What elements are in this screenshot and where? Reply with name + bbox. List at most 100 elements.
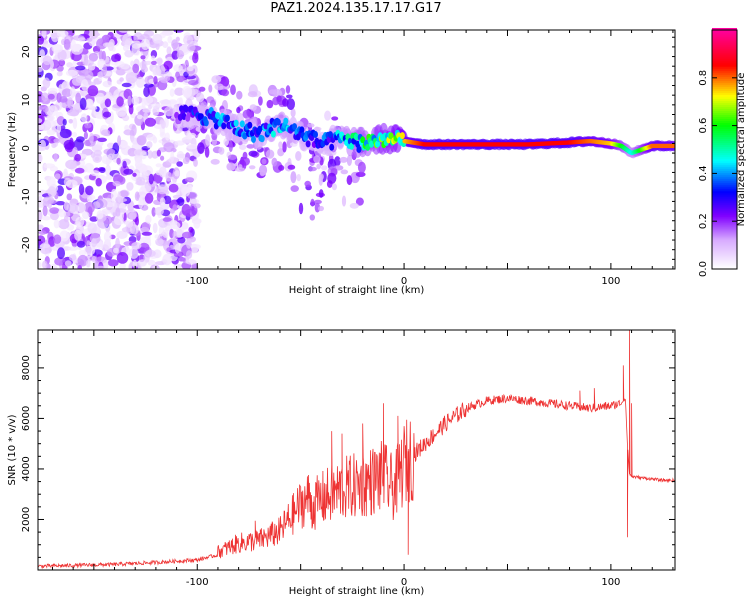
colorbar-segment <box>712 258 737 262</box>
heatmap-cell <box>107 41 114 51</box>
heatmap-cell <box>125 71 138 84</box>
heatmap-cell <box>136 114 143 120</box>
colorbar-segment <box>712 44 737 47</box>
heatmap-cell <box>42 43 54 48</box>
heatmap-cell <box>375 140 381 148</box>
heatmap-cell <box>56 30 69 38</box>
heatmap-cell <box>53 153 58 162</box>
heatmap-cell <box>176 228 184 238</box>
colorbar-segment <box>712 96 737 99</box>
colorbar-segment <box>712 98 737 101</box>
heatmap-cell <box>236 106 241 114</box>
heatmap-cell <box>140 55 146 60</box>
colorbar-tick-label: 0.8 <box>698 70 709 86</box>
colorbar-segment <box>712 152 737 156</box>
heatmap-cell <box>123 168 134 175</box>
colorbar-segment <box>712 254 737 258</box>
heatmap-cell <box>89 216 99 222</box>
colorbar-segment <box>712 156 737 160</box>
colorbar-segment <box>712 134 737 138</box>
heatmap-cell <box>118 111 127 116</box>
colorbar-segment <box>712 106 737 109</box>
heatmap-cell <box>177 236 186 244</box>
heatmap-cell <box>57 49 67 61</box>
colorbar-segment <box>712 40 737 43</box>
colorbar-segment <box>712 150 737 154</box>
heatmap-cell <box>38 230 47 235</box>
heatmap-cell <box>102 80 113 88</box>
colorbar-segment <box>712 60 737 63</box>
y-tick-label: -10 <box>21 188 32 204</box>
heatmap-cell <box>242 132 248 140</box>
heatmap-cell <box>83 131 88 140</box>
heatmap-cell <box>136 135 147 146</box>
heatmap-cell <box>133 148 143 157</box>
heatmap-cell <box>307 166 317 172</box>
heatmap-cell <box>115 237 120 250</box>
heatmap-cell <box>111 54 121 63</box>
heatmap-cell <box>290 108 296 118</box>
x-tick-label: -100 <box>186 276 209 287</box>
heatmap-cell <box>102 111 112 118</box>
heatmap-cell <box>66 62 73 68</box>
heatmap-cell <box>171 39 179 50</box>
heatmap-cell <box>117 191 122 203</box>
heatmap-cell <box>131 43 140 56</box>
heatmap-cell <box>119 140 128 149</box>
heatmap-cell <box>63 168 68 178</box>
heatmap-cell <box>86 98 94 109</box>
heatmap-cell <box>355 197 364 206</box>
colorbar-segment <box>712 78 737 81</box>
heatmap-cell <box>286 94 293 99</box>
heatmap-cell <box>46 114 55 122</box>
heatmap-cell <box>197 142 205 154</box>
colorbar-segment <box>712 164 737 168</box>
heatmap-cell <box>112 180 121 187</box>
heatmap-cell <box>169 88 175 97</box>
heatmap-cell <box>80 113 88 123</box>
heatmap-cell <box>181 257 186 263</box>
heatmap-cell <box>88 52 99 62</box>
colorbar-segment <box>712 238 737 242</box>
heatmap-cell <box>118 30 131 33</box>
heatmap-cell <box>147 150 153 159</box>
heatmap-cell <box>327 131 333 139</box>
colorbar-segment <box>712 166 737 170</box>
heatmap-cell <box>236 90 243 100</box>
heatmap-cell <box>155 238 164 246</box>
heatmap-cell <box>42 201 49 208</box>
heatmap-cell <box>119 190 129 197</box>
heatmap-cell <box>268 89 278 95</box>
heatmap-cell <box>242 151 248 160</box>
heatmap-cell <box>271 157 278 167</box>
heatmap-cell <box>263 122 269 130</box>
heatmap-cell <box>246 144 255 149</box>
heatmap-cell <box>341 195 347 207</box>
heatmap-cell <box>84 139 92 147</box>
colorbar-segment <box>712 56 737 59</box>
snr-plot-area <box>38 330 675 570</box>
heatmap-cell <box>365 143 371 151</box>
heatmap-cell <box>39 49 45 59</box>
heatmap-cell <box>57 247 65 260</box>
colorbar-segment <box>712 172 737 176</box>
heatmap-cell <box>97 71 104 78</box>
heatmap-cell <box>83 30 91 40</box>
heatmap-cell <box>38 123 50 131</box>
heatmap-cell <box>110 188 117 201</box>
heatmap-cell <box>74 103 81 110</box>
heatmap-cell <box>165 171 172 182</box>
heatmap-cell <box>76 136 85 143</box>
heatmap-cell <box>349 142 354 150</box>
heatmap-cell <box>70 39 77 52</box>
heatmap-cell <box>132 172 137 177</box>
heatmap-cell <box>134 157 143 167</box>
heatmap-cell <box>180 222 189 230</box>
heatmap-cell <box>66 202 77 214</box>
heatmap-cell <box>283 117 289 125</box>
heatmap-cell <box>116 252 129 264</box>
heatmap-cell <box>173 64 183 72</box>
heatmap-cell <box>86 196 93 202</box>
heatmap-cell <box>130 60 135 67</box>
